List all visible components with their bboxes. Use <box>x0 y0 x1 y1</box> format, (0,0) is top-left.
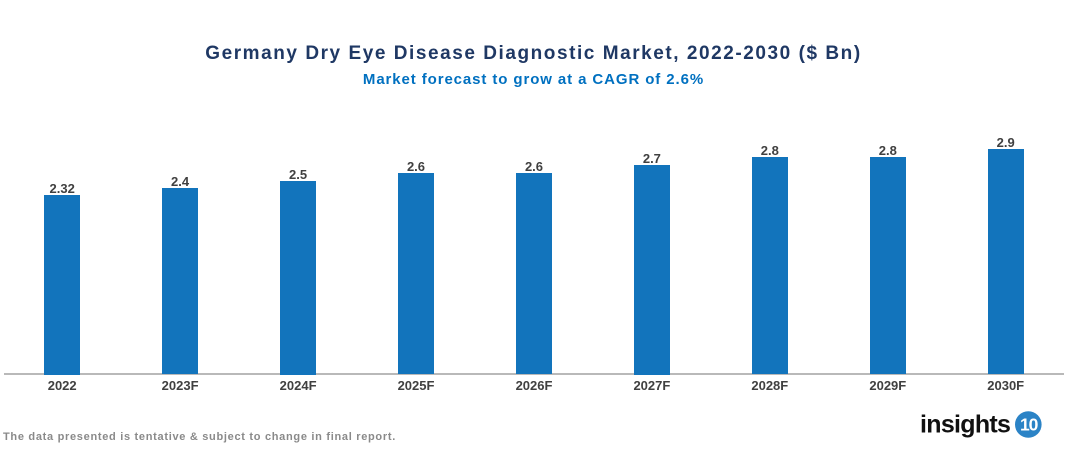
svg-text:10: 10 <box>1020 415 1039 435</box>
svg-text:insights: insights <box>920 411 1010 439</box>
